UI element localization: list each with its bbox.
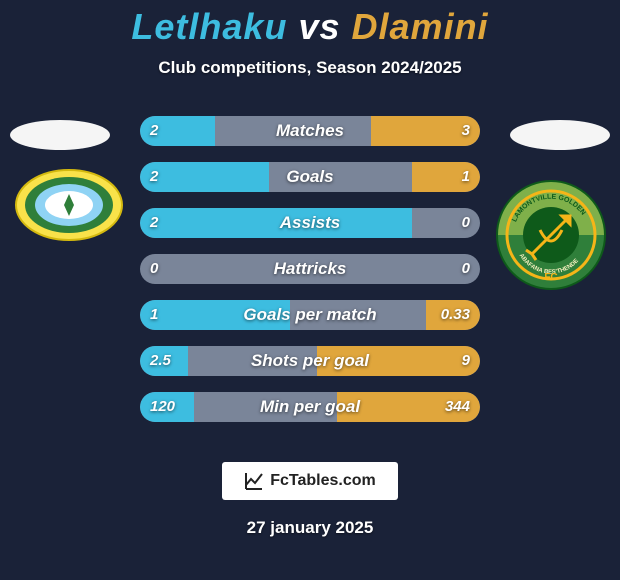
stat-value-left: 2 xyxy=(150,208,158,238)
stat-label: Hattricks xyxy=(140,254,480,284)
stat-value-left: 0 xyxy=(150,254,158,284)
comparison-chart: Matches23Goals21Assists20Hattricks00Goal… xyxy=(0,116,620,438)
stat-label: Goals xyxy=(140,162,480,192)
stat-value-right: 344 xyxy=(445,392,470,422)
stat-row: Goals per match1 0.33 xyxy=(140,300,480,330)
brand-text: FcTables.com xyxy=(270,472,376,490)
chart-icon xyxy=(244,471,264,491)
stat-label: Min per goal xyxy=(140,392,480,422)
stat-row: Min per goal120 344 xyxy=(140,392,480,422)
stat-value-right: 3 xyxy=(462,116,470,146)
brand-badge: FcTables.com xyxy=(222,462,398,500)
stat-value-left: 2 xyxy=(150,116,158,146)
stat-row: Matches2 3 xyxy=(140,116,480,146)
subtitle: Club competitions, Season 2024/2025 xyxy=(0,58,620,78)
stat-value-left: 2.5 xyxy=(150,346,171,376)
title-player2: Dlamini xyxy=(352,6,489,47)
page-title: Letlhaku vs Dlamini xyxy=(0,0,620,48)
stat-label: Shots per goal xyxy=(140,346,480,376)
stat-row: Goals2 1 xyxy=(140,162,480,192)
stat-value-right: 9 xyxy=(462,346,470,376)
title-player1: Letlhaku xyxy=(131,6,287,47)
stat-value-right: 0 xyxy=(462,254,470,284)
stat-value-right: 0.33 xyxy=(441,300,470,330)
title-vs: vs xyxy=(298,6,340,47)
stat-value-left: 1 xyxy=(150,300,158,330)
stat-label: Assists xyxy=(140,208,480,238)
stat-value-left: 120 xyxy=(150,392,175,422)
stat-row: Shots per goal2.5 9 xyxy=(140,346,480,376)
date: 27 january 2025 xyxy=(0,518,620,538)
stat-value-left: 2 xyxy=(150,162,158,192)
stat-label: Matches xyxy=(140,116,480,146)
stat-value-right: 1 xyxy=(462,162,470,192)
stat-row: Assists2 0 xyxy=(140,208,480,238)
stat-label: Goals per match xyxy=(140,300,480,330)
stat-row: Hattricks0 0 xyxy=(140,254,480,284)
stat-value-right: 0 xyxy=(462,208,470,238)
